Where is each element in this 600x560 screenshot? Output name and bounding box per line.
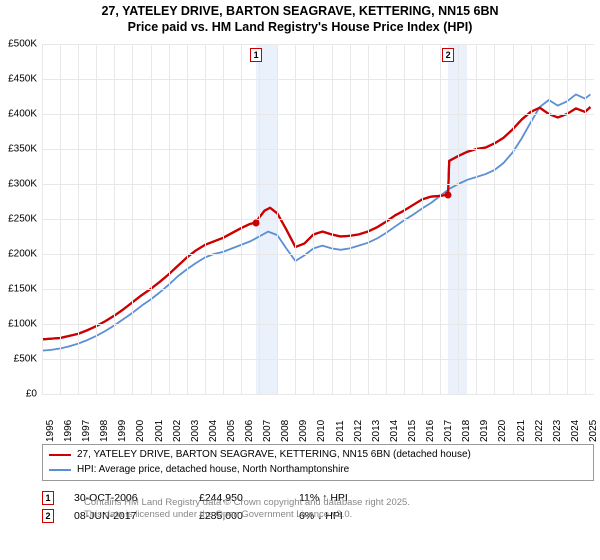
x-tick-label: 2015 — [407, 420, 418, 442]
y-tick-label: £500K — [8, 39, 37, 50]
x-tick-label: 2017 — [443, 420, 454, 442]
y-tick-label: £150K — [8, 284, 37, 295]
x-tick-label: 1997 — [81, 420, 92, 442]
x-tick-label: 2016 — [425, 420, 436, 442]
y-tick-label: £400K — [8, 109, 37, 120]
x-tick-label: 2010 — [316, 420, 327, 442]
legend-box: 27, YATELEY DRIVE, BARTON SEAGRAVE, KETT… — [42, 444, 594, 481]
tx-marker-icon: 1 — [42, 491, 54, 505]
y-tick-label: £300K — [8, 179, 37, 190]
x-tick-label: 2020 — [497, 420, 508, 442]
x-tick-label: 2006 — [244, 420, 255, 442]
y-tick-label: £450K — [8, 74, 37, 85]
y-tick-label: £350K — [8, 144, 37, 155]
title-line1: 27, YATELEY DRIVE, BARTON SEAGRAVE, KETT… — [0, 4, 600, 20]
x-tick-label: 2003 — [190, 420, 201, 442]
footer-line2: This data is licensed under the Open Gov… — [84, 509, 410, 521]
footer-line1: Contains HM Land Registry data © Crown c… — [84, 497, 410, 509]
x-tick-label: 2005 — [226, 420, 237, 442]
x-tick-label: 2019 — [479, 420, 490, 442]
x-tick-label: 2008 — [280, 420, 291, 442]
transaction-point — [445, 191, 452, 198]
x-tick-label: 2012 — [353, 420, 364, 442]
y-tick-label: £0 — [26, 389, 37, 400]
x-tick-label: 1996 — [63, 420, 74, 442]
chart-title: 27, YATELEY DRIVE, BARTON SEAGRAVE, KETT… — [0, 0, 600, 35]
transaction-point — [253, 219, 260, 226]
x-tick-label: 2004 — [208, 420, 219, 442]
chart-marker: 1 — [250, 48, 262, 62]
legend-swatch — [49, 454, 71, 456]
title-line2: Price paid vs. HM Land Registry's House … — [0, 20, 600, 36]
footer-attribution: Contains HM Land Registry data © Crown c… — [84, 497, 410, 521]
legend-label: 27, YATELEY DRIVE, BARTON SEAGRAVE, KETT… — [77, 448, 471, 463]
tx-marker-icon: 2 — [42, 509, 54, 523]
x-tick-label: 2023 — [552, 420, 563, 442]
series-line-price_paid — [42, 107, 590, 339]
x-tick-label: 2007 — [262, 420, 273, 442]
x-tick-label: 2011 — [335, 420, 346, 442]
y-tick-label: £250K — [8, 214, 37, 225]
x-tick-label: 2002 — [172, 420, 183, 442]
x-tick-label: 2025 — [588, 420, 599, 442]
chart-marker: 2 — [442, 48, 454, 62]
legend-and-footer: 27, YATELEY DRIVE, BARTON SEAGRAVE, KETT… — [42, 444, 594, 525]
x-tick-label: 2000 — [135, 420, 146, 442]
legend-label: HPI: Average price, detached house, Nort… — [77, 463, 349, 478]
x-tick-label: 2024 — [570, 420, 581, 442]
y-tick-label: £50K — [14, 354, 37, 365]
chart-container: 27, YATELEY DRIVE, BARTON SEAGRAVE, KETT… — [0, 0, 600, 560]
x-tick-label: 1998 — [99, 420, 110, 442]
legend-item: 27, YATELEY DRIVE, BARTON SEAGRAVE, KETT… — [49, 448, 587, 463]
x-tick-label: 2009 — [298, 420, 309, 442]
x-tick-label: 2021 — [516, 420, 527, 442]
x-tick-label: 2022 — [534, 420, 545, 442]
legend-item: HPI: Average price, detached house, Nort… — [49, 463, 587, 478]
legend-swatch — [49, 469, 71, 471]
x-tick-label: 2013 — [371, 420, 382, 442]
plot-area: £0£50K£100K£150K£200K£250K£300K£350K£400… — [42, 44, 594, 394]
x-tick-label: 2018 — [461, 420, 472, 442]
x-tick-label: 2001 — [154, 420, 165, 442]
x-tick-label: 2014 — [389, 420, 400, 442]
x-tick-label: 1999 — [117, 420, 128, 442]
y-tick-label: £200K — [8, 249, 37, 260]
x-tick-label: 1995 — [45, 420, 56, 442]
y-tick-label: £100K — [8, 319, 37, 330]
